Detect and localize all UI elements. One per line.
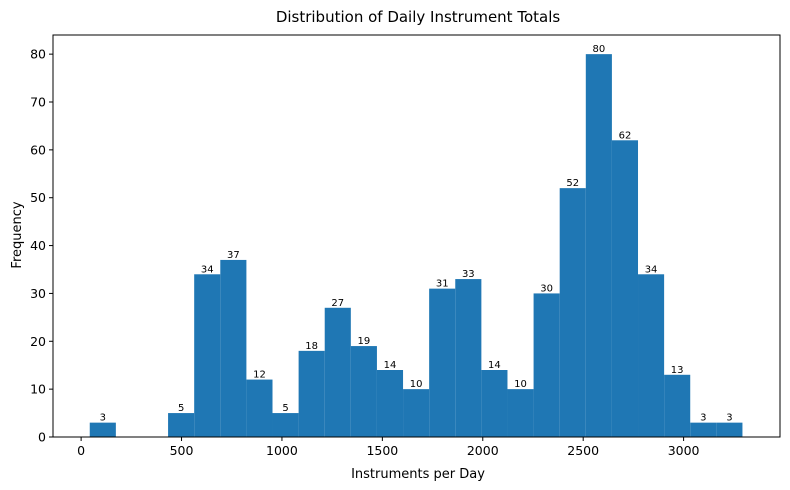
y-tick-label: 70 [30, 95, 46, 110]
bar-value-label: 14 [488, 360, 501, 371]
bar-labels-group: 3534371251827191410313314103052806234133… [100, 44, 733, 424]
histogram-bar [324, 307, 351, 437]
histogram-bar [89, 422, 116, 437]
histogram-bar [194, 274, 221, 437]
x-axis: 0 500 1000 1500 2000 2500 3000 [77, 437, 700, 458]
bar-value-label: 80 [592, 44, 605, 55]
histogram-bar [533, 293, 560, 437]
histogram-bar [298, 350, 325, 437]
y-tick-label: 60 [30, 142, 46, 157]
x-tick-label: 2500 [567, 443, 599, 458]
histogram-bar [716, 422, 743, 437]
x-axis-title: Instruments per Day [351, 467, 485, 482]
bar-value-label: 13 [671, 365, 684, 376]
y-tick-label: 40 [30, 238, 46, 253]
bar-value-label: 3 [726, 413, 732, 424]
bar-value-label: 27 [331, 298, 344, 309]
histogram-bar [429, 288, 456, 437]
chart-title: Distribution of Daily Instrument Totals [276, 8, 561, 26]
bar-value-label: 37 [227, 250, 240, 261]
y-tick-label: 0 [38, 430, 46, 445]
bar-value-label: 5 [178, 403, 184, 414]
histogram-bar [690, 422, 717, 437]
y-axis-title: Frequency [10, 201, 25, 268]
bar-value-label: 34 [645, 264, 658, 275]
bar-value-label: 3 [100, 413, 106, 424]
bar-value-label: 62 [619, 130, 632, 141]
bar-value-label: 3 [700, 413, 706, 424]
y-axis: 0 10 20 30 40 50 60 70 80 [30, 47, 53, 445]
histogram-bar [246, 379, 273, 437]
x-tick-label: 1500 [366, 443, 398, 458]
histogram-bar [350, 346, 377, 437]
x-tick-label: 1000 [266, 443, 298, 458]
y-tick-label: 10 [30, 382, 46, 397]
y-tick-label: 50 [30, 190, 46, 205]
histogram-bar [507, 389, 534, 437]
bar-value-label: 10 [410, 379, 423, 390]
bar-value-label: 34 [201, 264, 214, 275]
x-tick-label: 0 [77, 443, 85, 458]
histogram-bar [585, 54, 612, 438]
y-tick-label: 30 [30, 286, 46, 301]
bar-value-label: 10 [514, 379, 527, 390]
bar-value-label: 31 [436, 279, 449, 290]
plot-frame [52, 34, 781, 438]
bars-group [89, 54, 743, 438]
bar-value-label: 12 [253, 370, 266, 381]
histogram-bar [220, 259, 247, 437]
histogram-bar [272, 413, 299, 437]
histogram-bar [376, 370, 404, 437]
bar-value-label: 33 [462, 269, 475, 280]
x-tick-label: 500 [170, 443, 194, 458]
histogram-bar [611, 140, 639, 438]
histogram-bar [481, 370, 508, 437]
histogram-bar [168, 413, 195, 437]
bar-value-label: 5 [282, 403, 288, 414]
bar-value-label: 18 [305, 341, 318, 352]
y-tick-label: 20 [30, 334, 46, 349]
histogram-bar [455, 279, 482, 437]
bar-value-label: 19 [358, 336, 371, 347]
bar-value-label: 14 [384, 360, 397, 371]
x-tick-label: 2000 [467, 443, 499, 458]
histogram-bar [559, 188, 586, 437]
histogram-bar [403, 389, 430, 437]
histogram-bar [664, 374, 691, 437]
x-tick-label: 3000 [668, 443, 700, 458]
bar-value-label: 30 [540, 283, 553, 294]
histogram-bar [638, 274, 665, 437]
y-tick-label: 80 [30, 47, 46, 62]
bar-value-label: 52 [566, 178, 579, 189]
